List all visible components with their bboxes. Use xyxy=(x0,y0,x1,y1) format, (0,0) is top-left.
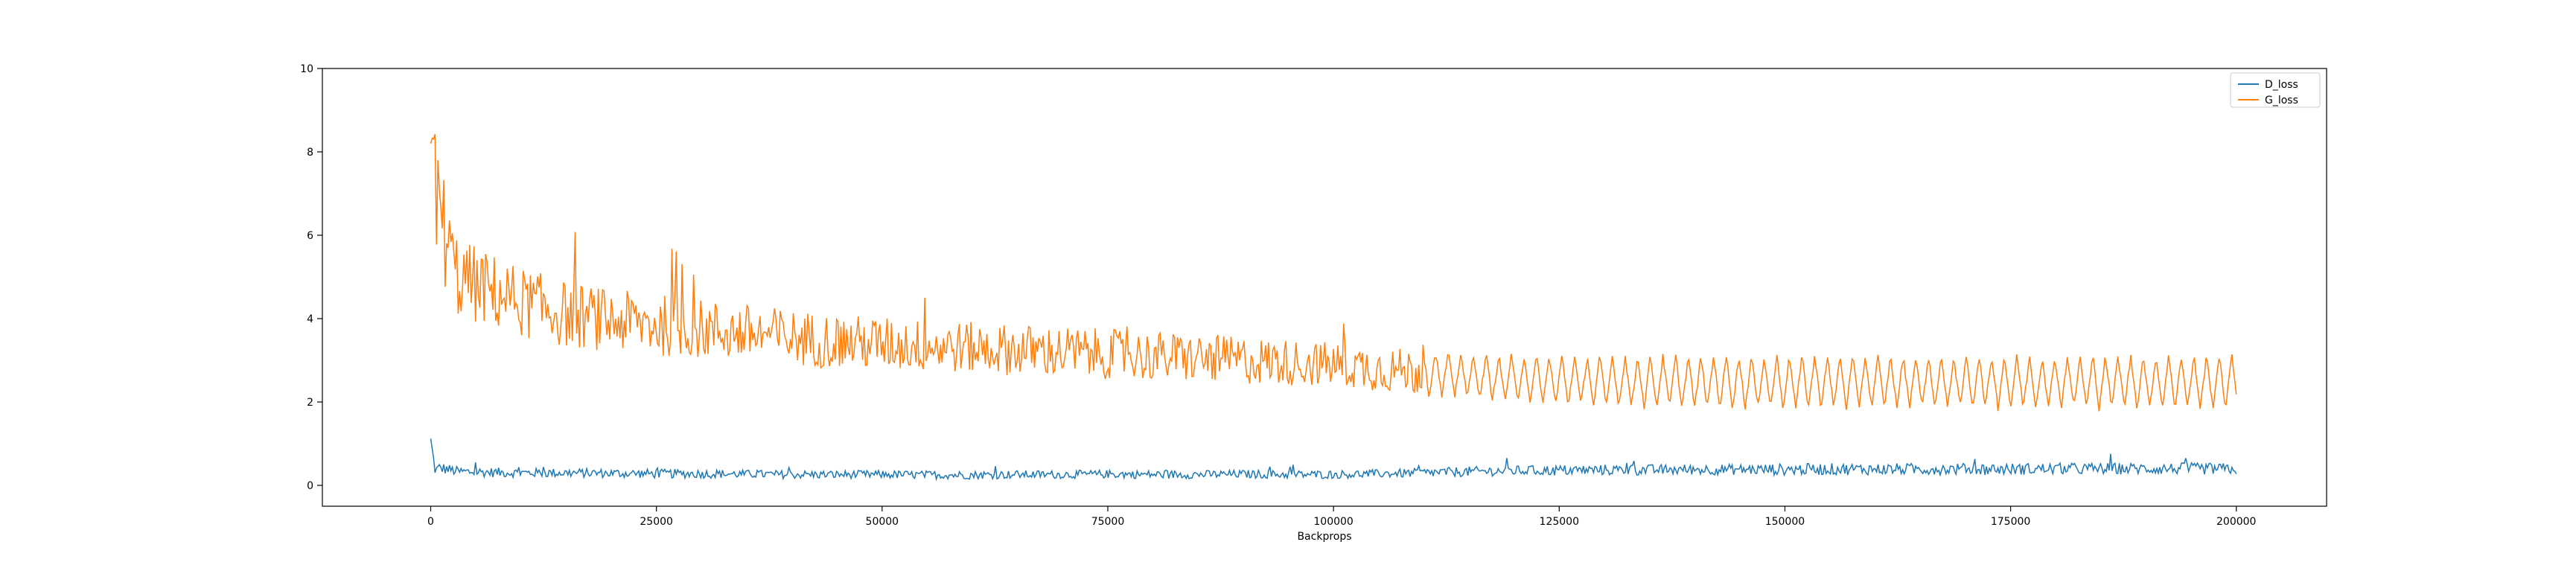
legend-label: G_loss xyxy=(2265,95,2298,106)
series-line-d-loss xyxy=(430,438,2237,482)
series-line-g-loss xyxy=(430,134,2237,412)
y-tick-label: 4 xyxy=(307,313,313,325)
x-tick-label: 50000 xyxy=(866,516,899,528)
y-axis: 0 2 4 6 8 10 xyxy=(300,63,322,492)
y-tick-label: 10 xyxy=(300,63,313,75)
x-axis: 0 25000 50000 75000 100000 125000 150000 175000… xyxy=(427,506,2256,528)
x-tick-label: 75000 xyxy=(1091,516,1125,528)
x-tick-label: 150000 xyxy=(1765,516,1805,528)
legend-label: D_loss xyxy=(2265,79,2298,91)
x-tick-label: 125000 xyxy=(1540,516,1579,528)
plot-frame xyxy=(322,68,2327,507)
y-tick-label: 0 xyxy=(307,480,313,492)
y-tick-label: 8 xyxy=(307,147,313,159)
x-tick-label: 100000 xyxy=(1313,516,1353,528)
x-axis-label: Backprops xyxy=(1297,531,1351,543)
y-tick-label: 2 xyxy=(307,397,313,409)
y-tick-label: 6 xyxy=(307,230,313,242)
x-tick-label: 175000 xyxy=(1991,516,2030,528)
x-tick-label: 200000 xyxy=(2216,516,2256,528)
legend-frame xyxy=(2230,72,2321,108)
x-tick-label: 0 xyxy=(427,516,434,528)
legend: D_loss G_loss xyxy=(2230,72,2321,108)
x-tick-label: 25000 xyxy=(640,516,673,528)
plot-area-background xyxy=(322,68,2327,506)
series-layer xyxy=(430,134,2237,482)
